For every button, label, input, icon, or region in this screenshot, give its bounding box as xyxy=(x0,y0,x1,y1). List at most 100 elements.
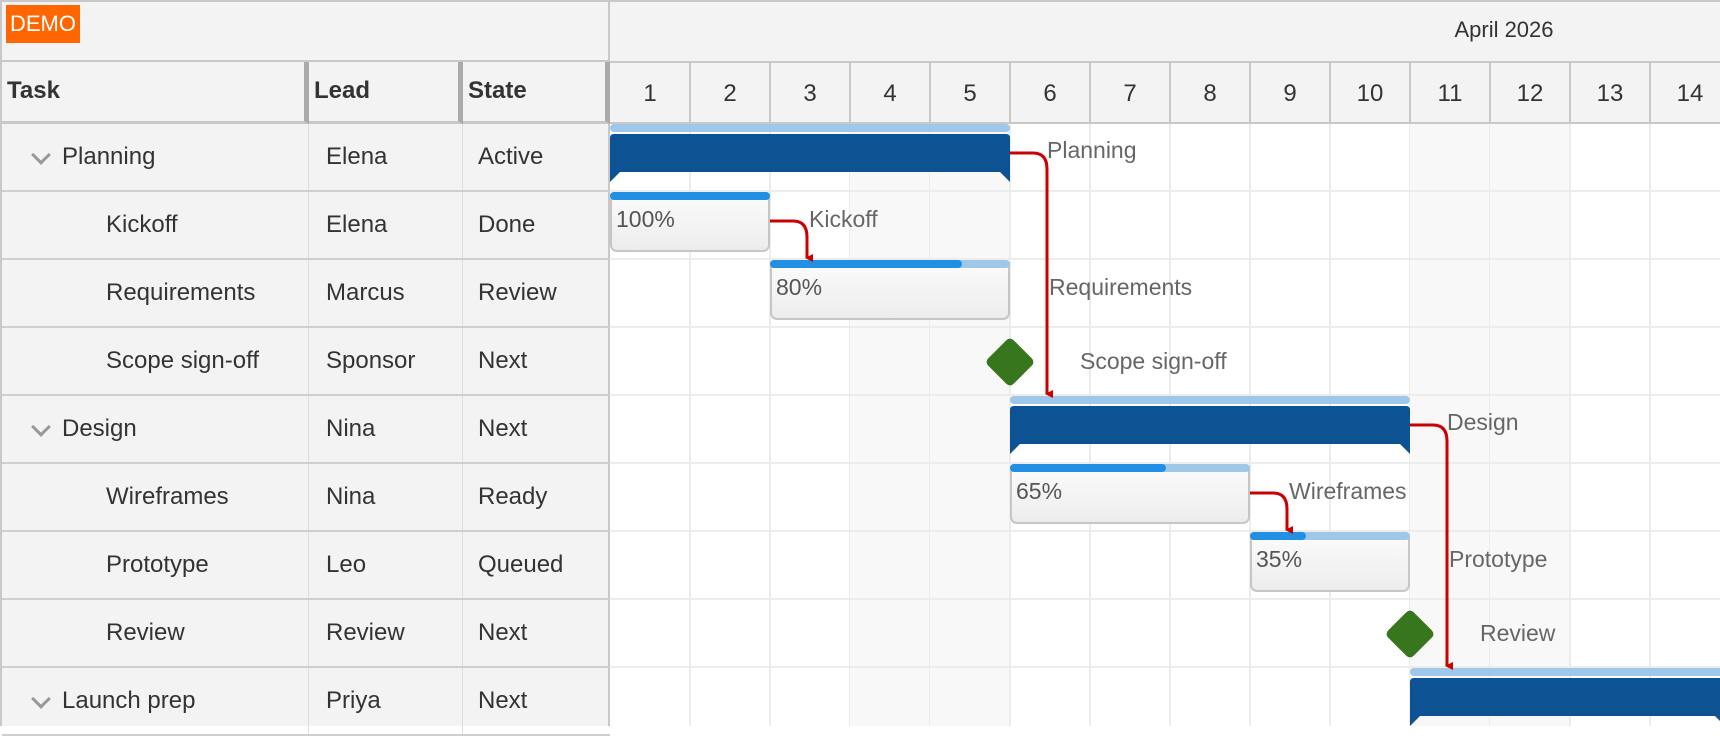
progress-label: 100% xyxy=(616,206,675,232)
day-label: 6 xyxy=(1043,80,1056,107)
task-name: Planning xyxy=(62,143,156,170)
task-grid: DEMO Task Lead State Planning Elena Active… xyxy=(0,0,610,736)
milestone-diamond[interactable] xyxy=(985,337,1036,388)
day-label: 12 xyxy=(1517,80,1544,107)
task-cell: Prototype xyxy=(2,532,309,598)
weekend-shade xyxy=(850,124,930,726)
day-label: 4 xyxy=(883,80,896,107)
state-cell: Next xyxy=(478,619,528,646)
task-name: Review xyxy=(106,619,185,646)
progress-label: 80% xyxy=(776,274,822,300)
lead-cell: Nina xyxy=(309,464,463,530)
progress-label: 65% xyxy=(1016,478,1062,504)
task-cell: Launch prep xyxy=(2,668,309,734)
progress-fill xyxy=(770,260,962,268)
dependency-arrow xyxy=(770,219,813,262)
day-label: 14 xyxy=(1677,80,1704,107)
chevron-down-icon[interactable] xyxy=(31,416,51,437)
lead-cell: Marcus xyxy=(309,260,463,326)
table-row[interactable]: Wireframes Nina Ready xyxy=(2,464,610,532)
table-row[interactable]: Scope sign-off Sponsor Next xyxy=(2,328,610,396)
table-row[interactable]: Planning Elena Active xyxy=(2,124,610,192)
state-cell: Next xyxy=(478,687,528,714)
task-cell: Wireframes xyxy=(2,464,309,530)
summary-progress-strip xyxy=(1410,668,1720,676)
dependency-arrow xyxy=(1410,423,1453,670)
dependency-arrow xyxy=(1010,151,1053,398)
bar-label: Planning xyxy=(1047,137,1137,163)
state-cell: Queued xyxy=(478,551,564,578)
lead-cell: Sponsor xyxy=(309,328,463,394)
day-label: 1 xyxy=(643,80,656,107)
weekend-shade xyxy=(930,124,1010,726)
grid-top-header: DEMO xyxy=(2,0,608,62)
task-name: Requirements xyxy=(106,279,256,306)
lead-cell: Elena xyxy=(309,124,463,190)
day-label: 8 xyxy=(1203,80,1216,107)
task-cell: Kickoff xyxy=(2,192,309,258)
table-row[interactable]: Kickoff Elena Done xyxy=(2,192,610,260)
progress-fill xyxy=(1250,532,1306,540)
bar-label: Scope sign-off xyxy=(1080,348,1227,374)
task-cell: Review xyxy=(2,600,309,666)
day-label: 3 xyxy=(803,80,816,107)
table-row[interactable]: Review Review Next xyxy=(2,600,610,668)
state-cell: Next xyxy=(478,347,528,374)
bar-label: Requirements xyxy=(1049,274,1192,300)
month-label: April 2026 xyxy=(1454,17,1553,42)
day-label: 9 xyxy=(1283,80,1296,107)
state-cell: Done xyxy=(478,211,536,238)
lead-cell: Nina xyxy=(309,396,463,462)
state-cell: Next xyxy=(478,415,528,442)
task-cell: Requirements xyxy=(2,260,309,326)
bar-label: Review xyxy=(1480,620,1556,646)
day-label: 2 xyxy=(723,80,736,107)
lead-cell: Elena xyxy=(309,192,463,258)
bar-label: Prototype xyxy=(1449,546,1547,572)
dependency-arrow xyxy=(1250,491,1293,534)
weekend-shade xyxy=(1490,124,1570,726)
task-name: Wireframes xyxy=(106,483,229,510)
table-row[interactable]: Prototype Leo Queued xyxy=(2,532,610,600)
progress-fill xyxy=(610,192,770,200)
state-cell: Review xyxy=(478,279,557,306)
table-row[interactable]: Requirements Marcus Review xyxy=(2,260,610,328)
lead-cell: Priya xyxy=(309,668,463,734)
day-label: 7 xyxy=(1123,80,1136,107)
task-cell: Planning xyxy=(2,124,309,190)
summary-progress-strip xyxy=(1010,396,1410,404)
task-name: Design xyxy=(62,415,137,442)
task-name: Scope sign-off xyxy=(106,347,259,374)
day-label: 5 xyxy=(963,80,976,107)
day-label: 13 xyxy=(1597,80,1624,107)
bar-label: Kickoff xyxy=(809,206,878,232)
chevron-down-icon[interactable] xyxy=(31,144,51,165)
progress-label: 35% xyxy=(1256,546,1302,572)
column-header-state[interactable]: State xyxy=(463,62,610,124)
task-name: Launch prep xyxy=(62,687,196,714)
task-cell: Design xyxy=(2,396,309,462)
summary-bar[interactable] xyxy=(1010,406,1410,454)
chevron-down-icon[interactable] xyxy=(31,688,51,709)
summary-bar[interactable] xyxy=(610,134,1010,182)
bar-label: Design xyxy=(1447,409,1519,435)
column-header-task[interactable]: Task xyxy=(2,62,309,124)
state-cell: Active xyxy=(478,143,544,170)
gantt-timeline: April 2026 1 2 3 4 5 6 7 8 9 10 11 12 13 14 Planning 100… xyxy=(610,0,1720,736)
state-cell: Ready xyxy=(478,483,548,510)
summary-bar[interactable] xyxy=(1410,678,1720,726)
task-name: Kickoff xyxy=(106,211,178,238)
lead-cell: Leo xyxy=(309,532,463,598)
bar-label: Wireframes xyxy=(1289,478,1407,504)
day-label: 11 xyxy=(1438,80,1463,107)
day-label: 10 xyxy=(1357,80,1384,107)
table-row[interactable]: Design Nina Next xyxy=(2,396,610,464)
summary-progress-strip xyxy=(610,124,1010,132)
progress-fill xyxy=(1010,464,1166,472)
task-cell: Scope sign-off xyxy=(2,328,309,394)
task-name: Prototype xyxy=(106,551,209,578)
demo-badge: DEMO xyxy=(6,5,80,43)
milestone-diamond[interactable] xyxy=(1385,609,1436,660)
column-header-lead[interactable]: Lead xyxy=(309,62,463,124)
